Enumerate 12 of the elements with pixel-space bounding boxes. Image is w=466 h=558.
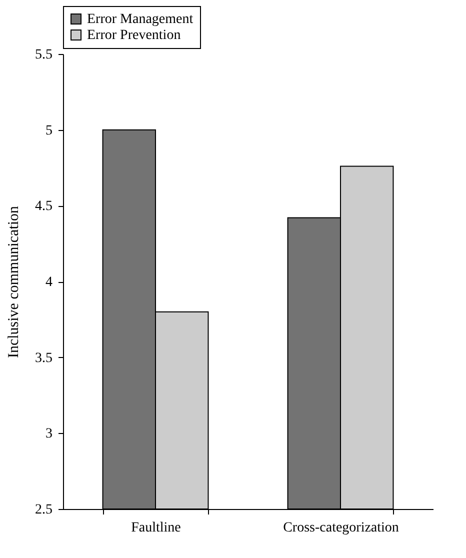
y-tick-label: 4.5	[35, 199, 52, 214]
y-tick-label: 2.5	[35, 502, 52, 518]
y-tick-label: 5.5	[35, 48, 52, 62]
legend-label: Error Prevention	[87, 28, 181, 43]
y-tick-label: 3	[46, 426, 52, 442]
y-tick-label: 5	[46, 123, 52, 138]
x-tick-label: Faultline	[131, 520, 181, 536]
legend-label: Error Management	[87, 12, 194, 27]
x-tick-label: Cross-categorization	[283, 520, 399, 536]
y-tick-label: 4	[46, 275, 52, 290]
y-tick-label: 3.5	[35, 350, 52, 366]
y-axis-title: Inclusive communication	[6, 205, 22, 358]
